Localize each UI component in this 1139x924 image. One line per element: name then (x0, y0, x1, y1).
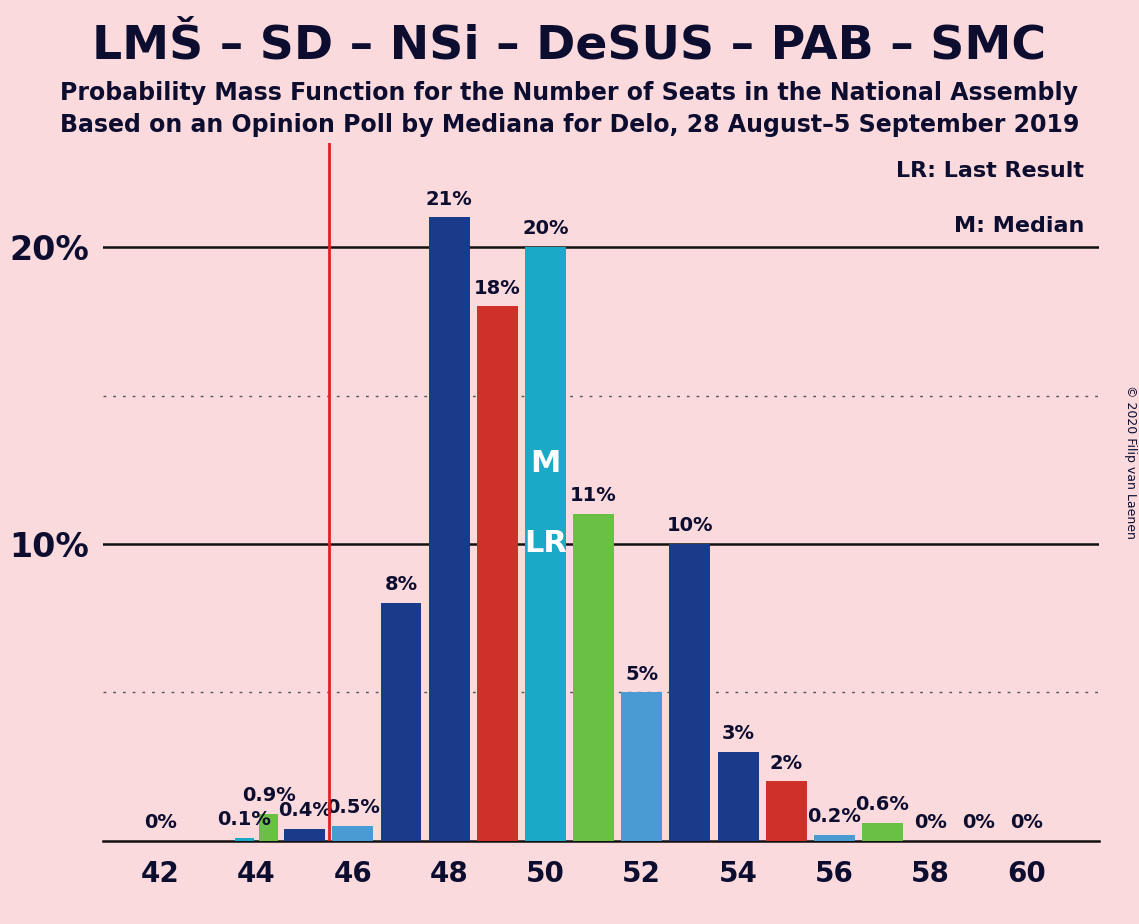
Text: 2%: 2% (770, 754, 803, 772)
Text: 11%: 11% (571, 486, 617, 505)
Text: 5%: 5% (625, 664, 658, 684)
Bar (285, 829, 326, 841)
Text: 10%: 10% (666, 517, 713, 535)
Text: Probability Mass Function for the Number of Seats in the National Assembly: Probability Mass Function for the Number… (60, 81, 1079, 105)
Bar (765, 782, 806, 841)
Text: 8%: 8% (385, 576, 418, 594)
Text: 0.2%: 0.2% (808, 807, 861, 826)
Bar (814, 835, 854, 841)
Text: 0.9%: 0.9% (241, 786, 295, 805)
Text: 0%: 0% (915, 813, 947, 832)
Text: 0%: 0% (144, 813, 177, 832)
Text: Based on an Opinion Poll by Mediana for Delo, 28 August–5 September 2019: Based on an Opinion Poll by Mediana for … (60, 113, 1079, 137)
Text: M: Median: M: Median (953, 216, 1084, 237)
Bar (380, 603, 421, 841)
Bar (235, 838, 254, 841)
Text: LMŠ – SD – NSi – DeSUS – PAB – SMC: LMŠ – SD – NSi – DeSUS – PAB – SMC (92, 23, 1047, 68)
Bar (428, 217, 469, 841)
Bar (718, 752, 759, 841)
Text: LR: Last Result: LR: Last Result (896, 161, 1084, 181)
Bar (862, 823, 903, 841)
Text: 0.4%: 0.4% (278, 801, 331, 821)
Text: 0.6%: 0.6% (855, 796, 909, 814)
Text: © 2020 Filip van Laenen: © 2020 Filip van Laenen (1124, 385, 1137, 539)
Text: 0%: 0% (962, 813, 995, 832)
Bar (477, 307, 518, 841)
Text: 0%: 0% (1010, 813, 1043, 832)
Text: 21%: 21% (426, 189, 473, 209)
Bar (621, 692, 662, 841)
Text: 20%: 20% (522, 219, 568, 238)
Text: 0.1%: 0.1% (218, 810, 271, 829)
Bar (525, 247, 566, 841)
Text: 0.5%: 0.5% (326, 798, 379, 817)
Text: LR: LR (524, 529, 567, 558)
Text: 3%: 3% (721, 723, 754, 743)
Bar (333, 826, 374, 841)
Bar (573, 515, 614, 841)
Bar (259, 814, 278, 841)
Text: M: M (531, 449, 560, 479)
Bar (670, 544, 711, 841)
Text: 18%: 18% (474, 279, 521, 298)
